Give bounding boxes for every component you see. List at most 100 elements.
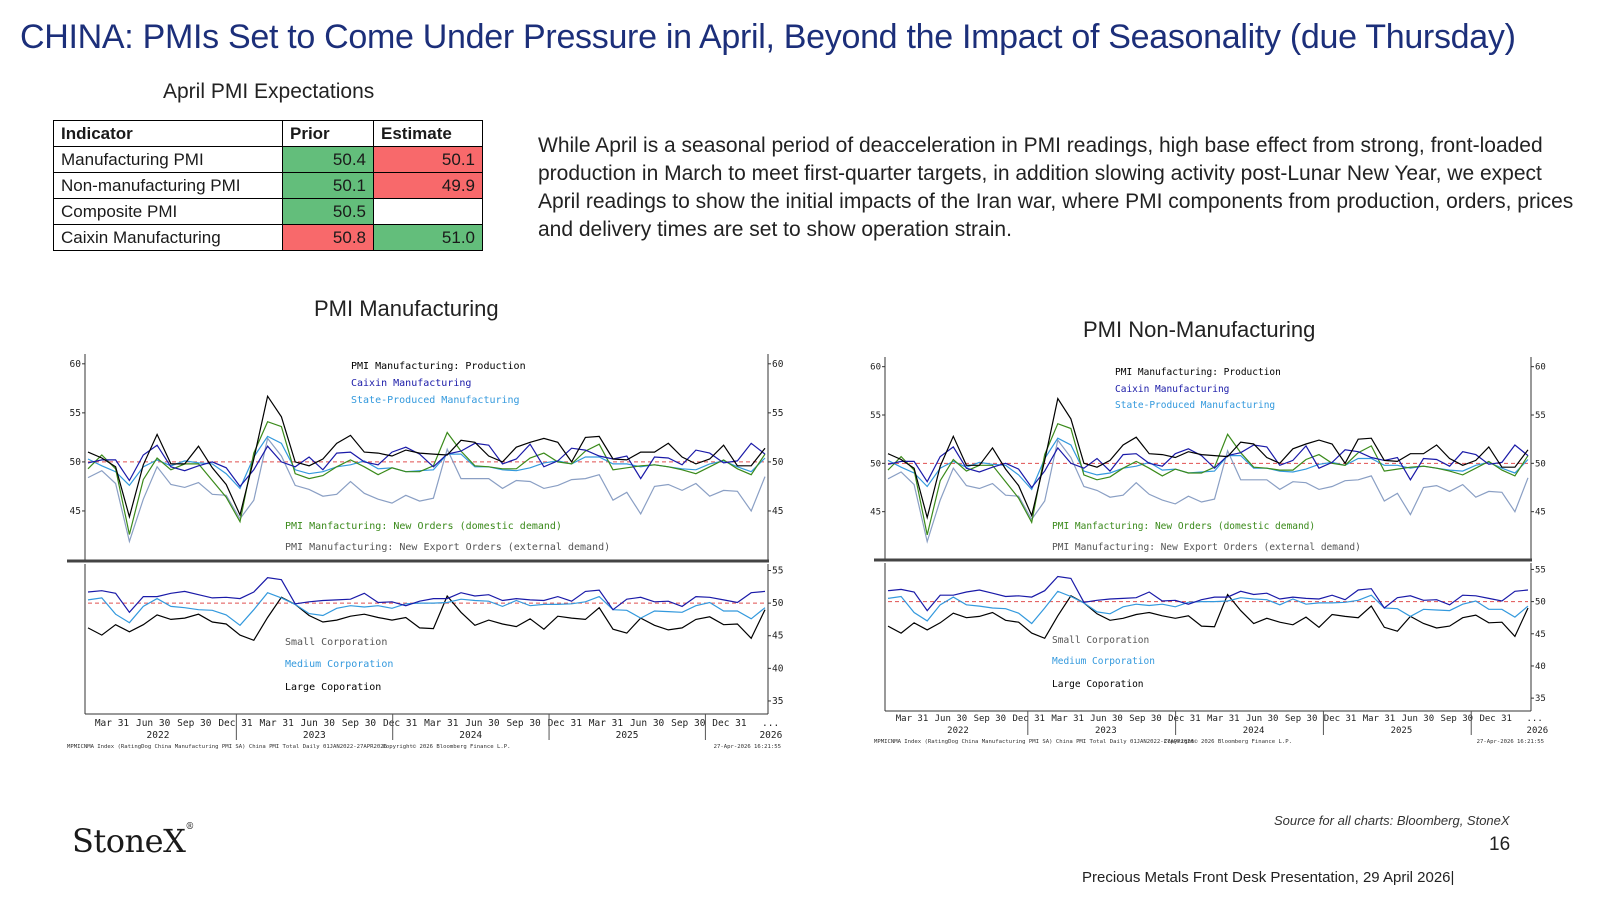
lower-y-tick-label: 40 (1535, 662, 1546, 672)
series-line-production (87, 394, 766, 520)
x-tick-label: Jun 30 (301, 718, 336, 729)
x-tick-label: Mar 31 (1363, 714, 1396, 724)
y-tick-label-left: 45 (70, 506, 81, 517)
row-prior: 50.5 (282, 198, 374, 225)
x-tick-label: Sep 30 (974, 714, 1007, 724)
lower-y-tick-label: 55 (772, 566, 783, 577)
series-line-medium (887, 590, 1529, 625)
x-tick-label: ... (1526, 714, 1542, 724)
x-tick-label: Mar 31 (1207, 714, 1240, 724)
x-tick-label: Jun 30 (136, 718, 171, 729)
chart-footer-right: 27-Apr-2026 16:21:55 (1477, 739, 1544, 745)
x-tick-label: Mar 31 (896, 714, 929, 724)
x-tick-label: Sep 30 (1129, 714, 1162, 724)
lower-y-tick-label: 50 (1535, 598, 1546, 608)
y-tick-label-right: 60 (1535, 363, 1546, 373)
legend-new-orders: PMI Manfacturing: New Orders (domestic d… (1052, 521, 1315, 532)
y-tick-label-right: 45 (772, 506, 783, 517)
y-tick-label-right: 60 (772, 359, 784, 370)
x-tick-label: Dec 31 (218, 718, 253, 729)
row-indicator: Caixin Manufacturing (53, 224, 283, 251)
series-line-state (887, 437, 1529, 491)
series-line-medium (87, 591, 766, 627)
slide-title: CHINA: PMIs Set to Come Under Pressure i… (20, 18, 1516, 56)
row-indicator: Manufacturing PMI (53, 146, 283, 173)
legend-large: Large Coporation (1052, 679, 1144, 690)
table-header-row: Indicator Prior Estimate (53, 120, 483, 147)
year-label: 2025 (616, 730, 639, 741)
x-tick-label: Jun 30 (1402, 714, 1435, 724)
x-tick-label: Dec 31 (1168, 714, 1201, 724)
header-estimate: Estimate (373, 120, 483, 147)
row-indicator: Composite PMI (53, 198, 283, 225)
table-caption: April PMI Expectations (163, 80, 375, 103)
table-row: Manufacturing PMI 50.4 50.1 (53, 146, 483, 173)
legend-medium: Medium Corporation (285, 659, 393, 670)
series-line-caixin (87, 442, 766, 488)
y-tick-label-right: 45 (1535, 508, 1546, 518)
chart-footer-right: 27-Apr-2026 16:21:55 (714, 744, 781, 750)
year-label: 2024 (459, 730, 482, 741)
header-indicator: Indicator (53, 120, 283, 147)
source-note: Source for all charts: Bloomberg, StoneX (1274, 813, 1510, 828)
series-line-new_orders (87, 420, 766, 535)
lower-y-tick-label: 55 (1535, 565, 1546, 575)
x-tick-label: Mar 31 (259, 718, 294, 729)
y-tick-label-right: 55 (1535, 411, 1546, 421)
lower-y-tick-label: 40 (772, 663, 784, 674)
y-tick-label-right: 50 (1535, 459, 1546, 469)
x-tick-label: Jun 30 (1246, 714, 1279, 724)
chart-footer-center: Copyright© 2026 Bloomberg Finance L.P. (383, 744, 511, 750)
page-number: 16 (1489, 834, 1511, 855)
x-tick-label: Dec 31 (548, 718, 583, 729)
y-tick-label-left: 45 (870, 508, 881, 518)
legend-caixin: Caixin Manufacturing (351, 378, 471, 389)
footer-text: Precious Metals Front Desk Presentation,… (1082, 869, 1455, 886)
y-tick-label-left: 55 (70, 408, 81, 419)
legend-medium: Medium Corporation (1052, 656, 1155, 667)
x-tick-label: Sep 30 (1441, 714, 1474, 724)
legend-new-orders: PMI Manfacturing: New Orders (domestic d… (285, 521, 562, 532)
pmi-expectations-table: Indicator Prior Estimate Manufacturing P… (53, 120, 483, 251)
chart-footer-left: MPMICNMA Index (RatingDog China Manufact… (67, 744, 387, 750)
series-line-small (887, 593, 1529, 640)
row-prior: 50.4 (282, 146, 374, 173)
legend-production: PMI Manufacturing: Production (1115, 367, 1281, 378)
logo-registered-mark: ® (185, 822, 194, 832)
logo-text: StoneX (72, 822, 186, 860)
row-estimate: 51.0 (373, 224, 483, 251)
x-tick-label: Sep 30 (506, 718, 541, 729)
lower-y-tick-label: 35 (772, 696, 783, 707)
x-tick-label: Jun 30 (630, 718, 665, 729)
series-line-new_orders (887, 422, 1529, 536)
legend-export: PMI Manufacturing: New Export Orders (ex… (1052, 542, 1361, 553)
y-tick-label-left: 60 (70, 359, 82, 370)
x-tick-label: Mar 31 (424, 718, 459, 729)
stonex-logo: StoneX® (72, 822, 194, 860)
commentary-paragraph: While April is a seasonal period of deac… (538, 134, 1574, 241)
year-label: 2022 (147, 730, 170, 741)
row-prior: 50.1 (282, 172, 374, 199)
year-label: 2026 (759, 730, 782, 741)
y-tick-label-left: 50 (870, 459, 881, 469)
x-tick-label: Dec 31 (1479, 714, 1512, 724)
year-label: 2023 (1095, 726, 1117, 736)
chart-footer-center: Copyright© 2026 Bloomberg Finance L.P. (1164, 739, 1292, 745)
series-line-large (887, 575, 1529, 612)
x-tick-label: Jun 30 (465, 718, 500, 729)
table-row: Composite PMI 50.5 (53, 198, 483, 225)
year-label: 2025 (1391, 726, 1413, 736)
x-tick-label: Sep 30 (1285, 714, 1318, 724)
legend-state: State-Produced Manufacturing (1115, 400, 1275, 411)
legend-caixin: Caixin Manufacturing (1115, 384, 1229, 395)
row-estimate: 49.9 (373, 172, 483, 199)
x-tick-label: Dec 31 (383, 718, 418, 729)
x-tick-label: Dec 31 (1324, 714, 1357, 724)
chart-title-manufacturing: PMI Manufacturing (314, 296, 499, 321)
row-estimate (373, 198, 483, 225)
x-tick-label: ... (762, 718, 779, 729)
x-tick-label: Mar 31 (95, 718, 130, 729)
chart-title-non-manufacturing: PMI Non-Manufacturing (1083, 317, 1316, 342)
x-tick-label: Dec 31 (712, 718, 747, 729)
x-tick-label: Sep 30 (342, 718, 377, 729)
